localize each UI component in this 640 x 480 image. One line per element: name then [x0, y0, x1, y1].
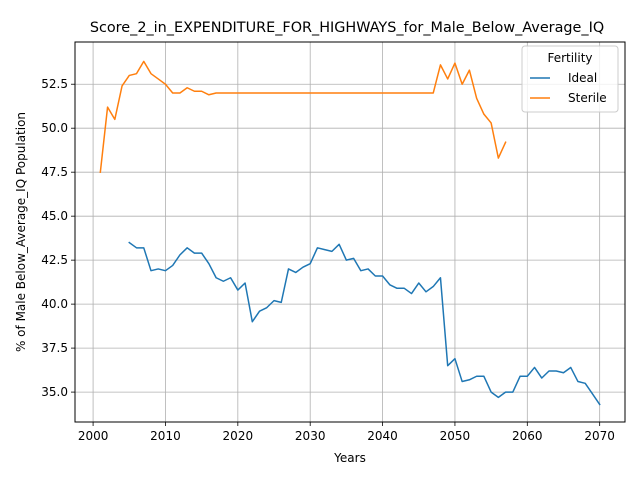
y-tick-label: 40.0	[41, 297, 68, 311]
y-tick-label: 42.5	[41, 253, 68, 267]
y-tick-label: 50.0	[41, 121, 68, 135]
y-axis-label: % of Male Below_Average_IQ Population	[14, 112, 28, 352]
x-tick-label: 2050	[440, 429, 471, 443]
x-tick-label: 2060	[512, 429, 543, 443]
series-line-ideal	[128, 241, 601, 406]
axis-ticks: 2000 2010 2020 2030 2040 2050 2060 2070 35.0 37.5…	[41, 77, 615, 443]
chart-title: Score_2_in_EXPENDITURE_FOR_HIGHWAYS_for_…	[90, 20, 604, 36]
legend-label-ideal: Ideal	[568, 71, 597, 85]
x-tick-label: 2070	[584, 429, 615, 443]
y-tick-label: 37.5	[41, 341, 68, 355]
x-tick-label: 2040	[367, 429, 398, 443]
x-axis-label: Years	[333, 451, 366, 465]
legend-label-sterile: Sterile	[568, 91, 607, 105]
x-tick-label: 2020	[223, 429, 254, 443]
legend: Fertility Ideal Sterile	[521, 45, 619, 113]
y-tick-label: 35.0	[41, 385, 68, 399]
y-tick-label: 45.0	[41, 209, 68, 223]
series-line-sterile	[99, 60, 507, 174]
y-tick-label: 47.5	[41, 165, 68, 179]
y-tick-label: 52.5	[41, 77, 68, 91]
x-tick-label: 2000	[78, 429, 109, 443]
plot-frame	[74, 41, 626, 423]
legend-title: Fertility	[547, 51, 592, 65]
x-tick-label: 2010	[150, 429, 181, 443]
series-layer	[99, 60, 601, 406]
x-tick-label: 2030	[295, 429, 326, 443]
legend-box	[521, 45, 619, 113]
